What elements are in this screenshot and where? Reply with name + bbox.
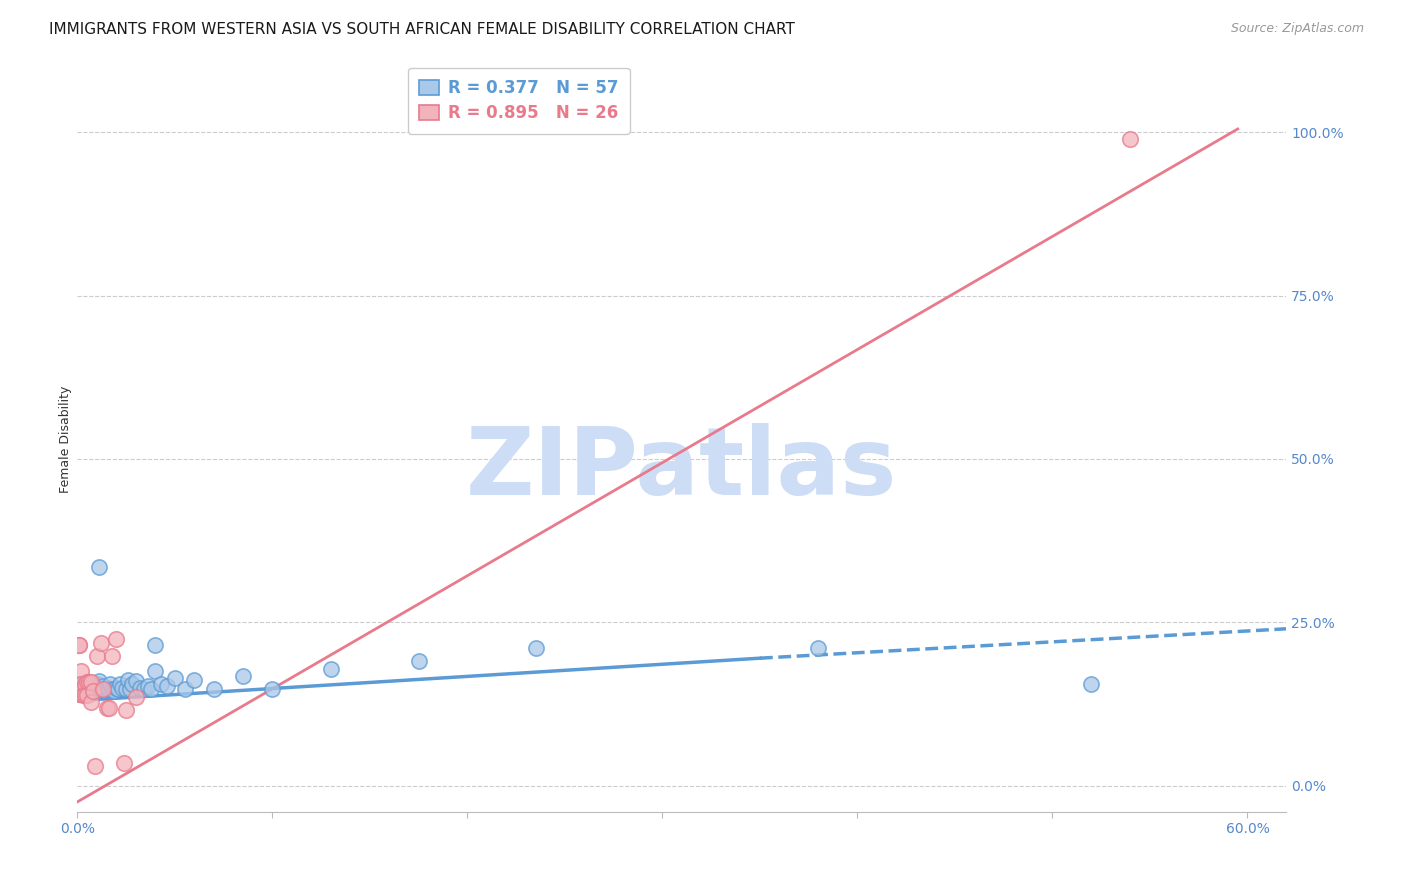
Point (143, 665, 166, 679)
Point (75, 677, 97, 691)
Text: IMMIGRANTS FROM WESTERN ASIA VS SOUTH AFRICAN FEMALE DISABILITY CORRELATION CHAR: IMMIGRANTS FROM WESTERN ASIA VS SOUTH AF… (49, 22, 794, 37)
Point (86, 677, 108, 691)
Point (76, 683, 98, 698)
Point (101, 649, 124, 664)
Point (105, 632, 128, 646)
Point (83, 759, 105, 773)
Point (82, 681, 104, 696)
Point (77, 675, 100, 690)
Point (82, 683, 104, 698)
Point (105, 681, 128, 695)
Point (86, 649, 108, 664)
Point (156, 679, 179, 693)
Point (136, 679, 159, 693)
Point (87, 674, 110, 689)
Point (183, 673, 205, 687)
Point (100, 677, 122, 691)
Point (150, 677, 173, 691)
Point (70, 683, 93, 698)
Point (115, 681, 138, 696)
Point (75, 679, 97, 693)
Point (76, 675, 98, 690)
Point (118, 681, 141, 696)
Point (232, 669, 254, 683)
Point (91, 681, 114, 696)
Point (262, 681, 284, 696)
Point (121, 677, 143, 691)
Text: Source: ZipAtlas.com: Source: ZipAtlas.com (1230, 22, 1364, 36)
Point (72, 689, 94, 703)
Point (111, 681, 134, 695)
Point (143, 638, 166, 652)
Point (70, 681, 93, 695)
Point (96, 701, 118, 715)
Point (80, 675, 103, 690)
Point (76, 677, 98, 691)
Point (163, 671, 186, 685)
Point (112, 756, 135, 770)
Point (67, 687, 90, 701)
Legend: R = 0.377   N = 57, R = 0.895   N = 26: R = 0.377 N = 57, R = 0.895 N = 26 (408, 68, 630, 134)
Point (67, 677, 90, 691)
Point (70, 677, 93, 691)
Point (90, 636, 112, 650)
Point (77, 683, 100, 698)
Point (72, 683, 94, 698)
Point (97, 701, 120, 715)
Point (72, 681, 94, 696)
Point (807, 641, 830, 656)
Point (67, 638, 90, 652)
Point (125, 690, 148, 705)
Point (75, 689, 97, 703)
Point (524, 641, 547, 656)
Point (107, 681, 129, 696)
Point (202, 681, 225, 696)
Point (117, 673, 139, 687)
Point (90, 681, 112, 696)
Point (70, 665, 93, 679)
Point (103, 683, 125, 698)
Point (173, 681, 195, 696)
Point (76, 689, 98, 703)
Point (80, 683, 103, 698)
Point (82, 683, 104, 698)
Point (408, 655, 430, 669)
Point (77, 679, 100, 693)
Point (67, 683, 90, 698)
Point (1119, 132, 1142, 146)
Text: ZIPatlas: ZIPatlas (467, 423, 897, 515)
Point (132, 681, 155, 696)
Point (93, 681, 115, 696)
Y-axis label: Female Disability: Female Disability (59, 385, 72, 493)
Point (80, 677, 103, 691)
Point (128, 681, 150, 695)
Point (80, 695, 103, 709)
Point (115, 703, 138, 717)
Point (110, 677, 132, 691)
Point (86, 683, 108, 698)
Point (319, 662, 342, 676)
Point (87, 559, 110, 574)
Point (83, 683, 105, 698)
Point (97, 681, 120, 696)
Point (75, 683, 97, 698)
Point (101, 681, 124, 696)
Point (72, 681, 94, 696)
Point (91, 679, 114, 693)
Point (72, 681, 94, 695)
Point (67, 638, 90, 652)
Point (125, 674, 148, 689)
Point (96, 681, 118, 695)
Point (83, 679, 105, 693)
Point (141, 681, 163, 696)
Point (1080, 677, 1102, 691)
